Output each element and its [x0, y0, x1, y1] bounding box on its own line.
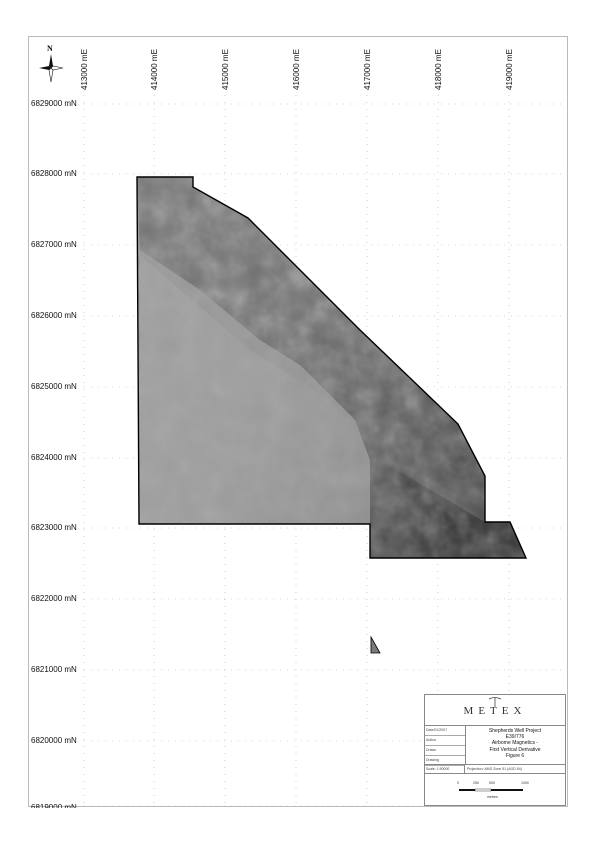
easting-label: 413000 mE [80, 49, 89, 90]
figure-title-line: Figure 6 [505, 752, 525, 759]
scale-unit: metres [487, 795, 498, 799]
scale-tick-label: 500 [489, 781, 495, 785]
title-block-field: Author [425, 736, 465, 746]
logo-text: METEX [463, 705, 527, 717]
northing-label: 6827000 mN [31, 240, 77, 249]
figure-title-line: E39/776 [505, 734, 525, 741]
northing-label: 6820000 mN [31, 736, 77, 745]
easting-label: 416000 mE [292, 49, 301, 90]
survey-boundary [136, 176, 528, 559]
figure-title-line: Airborne Magnetics - [491, 740, 539, 747]
figure-title-line: First Vertical Derivative [489, 746, 541, 753]
title-block-field: Drawing [425, 756, 465, 766]
scale-text: Scale: 1:50000 [426, 765, 465, 773]
easting-label: 417000 mE [363, 49, 372, 90]
magnetic-survey-image [137, 177, 526, 558]
projection-text: Projection: AMG Zone 51 (AGD 84) [467, 767, 522, 771]
company-logo: METEX [425, 695, 565, 726]
northing-label: 6822000 mN [31, 594, 77, 603]
easting-label: 415000 mE [221, 49, 230, 90]
northing-label: 6824000 mN [31, 453, 77, 462]
scale-bar: 0 250 500 1000 metres [425, 781, 565, 805]
title-block: METEX Date/01/2007 Author Drawn Drawing She… [424, 694, 566, 806]
northing-label: 6823000 mN [31, 523, 77, 532]
figure-title: Shepherds Well Project E39/776 Airborne Ma… [465, 728, 565, 759]
survey-fragment [370, 635, 381, 654]
figure-title-line: Shepherds Well Project [488, 728, 542, 734]
north-arrow-icon: N [38, 44, 64, 84]
northing-label: 6825000 mN [31, 382, 77, 391]
easting-label: 419000 mE [505, 49, 514, 90]
north-label: N [47, 44, 53, 53]
northing-label: 6828000 mN [31, 169, 77, 178]
title-block-field: Drawn [425, 746, 465, 756]
map-frame [28, 36, 568, 807]
northing-label: 6829000 mN [31, 99, 77, 108]
easting-label: 414000 mE [150, 49, 159, 90]
logo-emblem-icon [489, 697, 501, 707]
scale-tick-label: 250 [473, 781, 479, 785]
northing-label: 6826000 mN [31, 311, 77, 320]
scale-tick-label: 0 [457, 781, 459, 785]
northing-label: 6819000 mN [31, 803, 77, 808]
scale-tick-label: 1000 [521, 781, 529, 785]
title-block-field: Date/01/2007 [425, 726, 465, 736]
easting-label: 418000 mE [434, 49, 443, 90]
northing-label: 6821000 mN [31, 665, 77, 674]
